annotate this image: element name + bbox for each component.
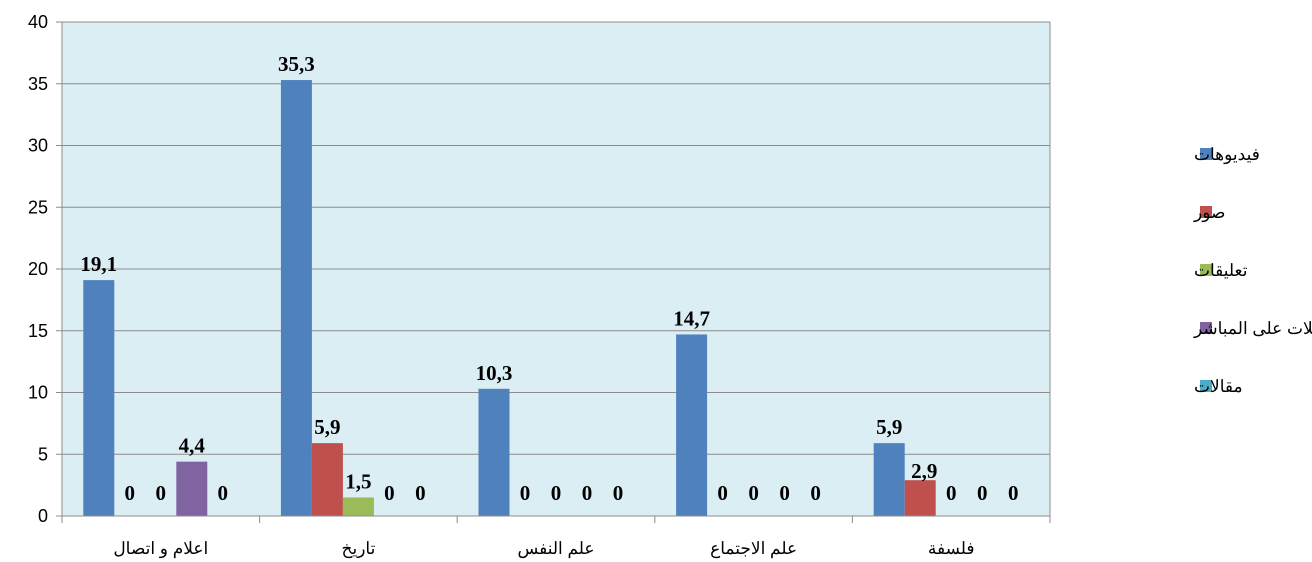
data-label: 2,9 [911,459,937,483]
data-label: 0 [156,481,167,505]
data-label: 0 [717,481,728,505]
legend-swatch [1200,380,1212,392]
data-label: 35,3 [278,52,315,76]
y-tick-label: 15 [28,321,48,341]
y-tick-label: 10 [28,383,48,403]
bars [83,80,936,517]
x-tick-label: علم النفس [517,539,594,559]
legend-label: صور [1193,203,1225,223]
y-tick-label: 25 [28,197,48,217]
data-label: 4,4 [179,434,206,458]
y-axis-ticks: 0 5 10 15 20 25 30 35 40 [28,12,62,526]
data-label: 0 [779,481,790,505]
bar [676,334,708,516]
legend: فيديوهات صور تعليقات مداخلات على المباشر مقا… [1193,145,1312,396]
data-label: 0 [946,481,957,505]
bar [83,280,115,516]
legend-swatch [1200,322,1212,334]
bar [176,461,208,516]
data-label: 0 [1008,481,1019,505]
y-tick-label: 40 [28,12,48,32]
bar [280,80,312,517]
data-label: 19,1 [80,252,117,276]
legend-label: مداخلات على المباشر [1193,319,1312,339]
bar [873,443,905,516]
data-label: 5,9 [314,415,340,439]
legend-swatch [1200,206,1212,218]
data-label: 0 [977,481,988,505]
y-tick-label: 35 [28,74,48,94]
bar [904,480,936,516]
data-label: 0 [810,481,821,505]
y-tick-label: 30 [28,136,48,156]
x-tick-label: علم الاجتماع [710,539,797,559]
data-label: 0 [218,481,229,505]
data-label: 0 [582,481,593,505]
data-label: 0 [415,481,426,505]
y-tick-label: 20 [28,259,48,279]
data-label: 1,5 [345,469,371,493]
legend-swatch [1200,148,1212,160]
bar [478,388,510,516]
data-label: 0 [520,481,531,505]
data-label: 14,7 [673,306,710,330]
data-label: 0 [384,481,395,505]
data-label: 0 [748,481,759,505]
y-tick-label: 5 [38,444,48,464]
bar [311,443,343,516]
data-label: 0 [125,481,136,505]
gridlines [62,21,1051,516]
data-label: 10,3 [476,361,513,385]
data-label: 0 [551,481,562,505]
x-tick-label: فلسفة [928,539,975,558]
legend-label: فيديوهات [1194,145,1260,165]
y-tick-label: 0 [38,506,48,526]
legend-label: تعليقات [1194,261,1248,280]
x-tick-label: اعلام و اتصال [113,539,208,559]
x-tick-label: تاريخ [341,539,375,559]
data-label: 5,9 [876,415,902,439]
x-axis: اعلام و اتصال تاريخ علم النفس علم الاجتماع ف… [61,22,1051,559]
bar [342,497,374,516]
legend-swatch [1200,264,1212,276]
data-label: 0 [613,481,624,505]
legend-label: مقالات [1194,377,1243,396]
